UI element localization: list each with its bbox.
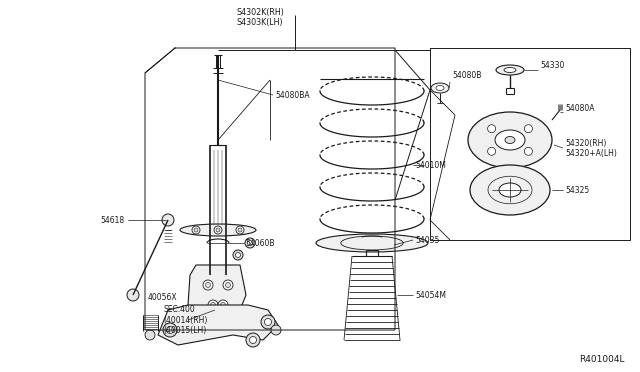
Text: 54054M: 54054M (415, 291, 446, 299)
Text: 54080A: 54080A (565, 103, 595, 112)
Circle shape (524, 147, 532, 155)
Ellipse shape (504, 67, 516, 73)
Text: S4303K(LH): S4303K(LH) (237, 17, 284, 26)
Ellipse shape (496, 65, 524, 75)
Text: 54325: 54325 (565, 186, 589, 195)
Circle shape (271, 325, 281, 335)
Ellipse shape (470, 165, 550, 215)
Text: R401004L: R401004L (579, 356, 625, 365)
Ellipse shape (505, 137, 515, 144)
Circle shape (203, 280, 213, 290)
Circle shape (236, 253, 241, 257)
Text: 54080B: 54080B (452, 71, 481, 80)
Circle shape (238, 228, 242, 232)
Text: 54330: 54330 (540, 61, 564, 70)
Ellipse shape (495, 130, 525, 150)
Circle shape (163, 323, 177, 337)
Circle shape (264, 318, 271, 326)
Circle shape (216, 228, 220, 232)
Text: 54618: 54618 (100, 215, 124, 224)
Circle shape (236, 226, 244, 234)
Text: 54035: 54035 (415, 235, 440, 244)
Circle shape (250, 337, 257, 343)
Circle shape (488, 147, 495, 155)
Circle shape (218, 300, 228, 310)
Circle shape (192, 226, 200, 234)
Circle shape (248, 241, 253, 246)
Text: (40015(LH): (40015(LH) (163, 326, 206, 334)
Ellipse shape (499, 183, 521, 197)
Ellipse shape (436, 86, 444, 90)
Circle shape (225, 282, 230, 288)
Circle shape (245, 238, 255, 248)
Ellipse shape (431, 83, 449, 93)
Ellipse shape (316, 234, 428, 252)
Text: (40014(RH): (40014(RH) (163, 315, 207, 324)
Circle shape (211, 302, 216, 308)
Ellipse shape (180, 224, 256, 236)
Circle shape (233, 250, 243, 260)
Text: 54320(RH): 54320(RH) (565, 138, 606, 148)
Text: SEC.400: SEC.400 (163, 305, 195, 314)
Circle shape (127, 289, 139, 301)
Circle shape (221, 302, 225, 308)
Text: S4302K(RH): S4302K(RH) (236, 7, 284, 16)
Circle shape (208, 300, 218, 310)
Circle shape (214, 226, 222, 234)
Circle shape (488, 125, 495, 133)
Text: 54080BA: 54080BA (275, 90, 310, 99)
Circle shape (194, 228, 198, 232)
Circle shape (524, 125, 532, 133)
Circle shape (223, 280, 233, 290)
Circle shape (205, 282, 211, 288)
Circle shape (162, 214, 174, 226)
Polygon shape (158, 305, 278, 345)
Circle shape (246, 333, 260, 347)
Circle shape (145, 330, 155, 340)
Text: 54060B: 54060B (245, 238, 275, 247)
Text: 54010M: 54010M (415, 160, 446, 170)
Text: 40056X: 40056X (148, 294, 178, 302)
Circle shape (261, 315, 275, 329)
Text: 54320+A(LH): 54320+A(LH) (565, 148, 617, 157)
Polygon shape (188, 265, 246, 320)
Circle shape (166, 327, 173, 334)
Ellipse shape (468, 112, 552, 168)
